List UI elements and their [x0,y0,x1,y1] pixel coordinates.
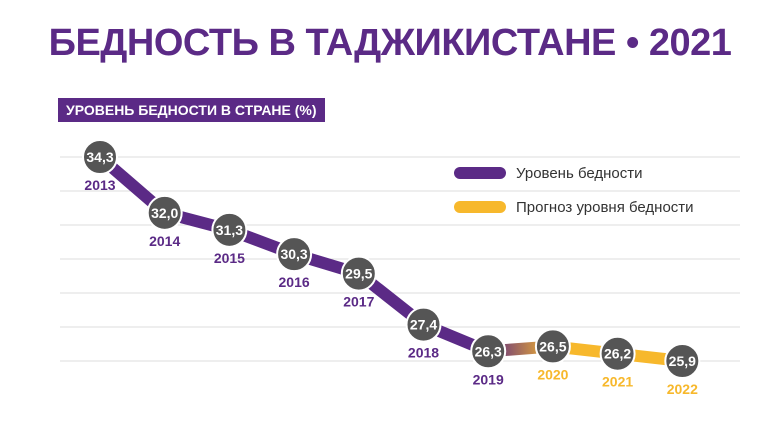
value-label: 27,4 [410,317,437,333]
year-label: 2020 [537,366,568,382]
legend-label-forecast: Прогноз уровня бедности [516,198,694,216]
page-title: БЕДНОСТЬ В ТАДЖИКИСТАНЕ • 2021 [48,22,732,64]
value-label: 29,5 [345,266,372,282]
value-label: 30,3 [280,246,307,262]
point-marker [276,236,313,273]
point-marker [599,335,636,372]
point-marker [82,139,118,175]
value-label: 32,0 [151,205,178,221]
point-marker [664,343,701,379]
value-label: 26,5 [539,338,566,354]
year-label: 2021 [602,374,633,390]
value-label: 26,3 [475,343,502,359]
year-label: 2019 [473,371,504,387]
point-marker [211,211,248,248]
data-points: 34,3 2013 32,0 2014 31,3 2015 30,3 2016 29,5 2017… [82,139,701,397]
point-marker [470,333,507,370]
year-label: 2018 [408,345,439,361]
chart-subtitle: УРОВЕНЬ БЕДНОСТИ В СТРАНЕ (%) [58,98,325,122]
value-label: 26,2 [604,346,631,362]
legend-swatch-forecast [454,201,506,213]
legend-swatch-actual [454,167,506,179]
value-label: 31,3 [216,222,243,238]
legend-item-actual: Уровень бедности [454,162,694,184]
point-marker [405,306,442,343]
point-marker [340,255,377,292]
point-marker [146,194,183,231]
legend: Уровень бедности Прогноз уровня бедности [454,162,694,230]
year-label: 2013 [84,177,115,193]
legend-item-forecast: Прогноз уровня бедности [454,196,694,218]
year-label: 2017 [343,294,374,310]
legend-label-actual: Уровень бедности [516,164,643,182]
year-label: 2022 [667,381,698,397]
year-label: 2014 [149,233,180,249]
year-label: 2016 [279,274,310,290]
value-label: 34,3 [86,149,113,165]
value-label: 25,9 [669,353,696,369]
point-marker [534,328,571,365]
year-label: 2015 [214,250,245,266]
